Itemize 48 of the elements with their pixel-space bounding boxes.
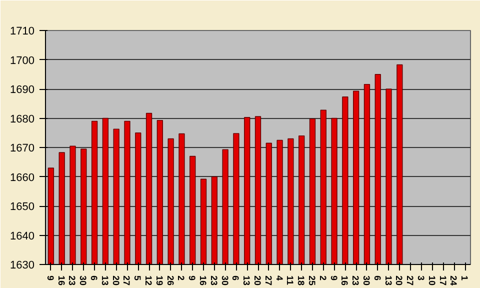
x-tick-label: 16 bbox=[198, 276, 208, 286]
x-tick-label: 20 bbox=[252, 276, 262, 286]
x-tick-label: 24 bbox=[448, 276, 459, 286]
x-tick-label: 4 bbox=[274, 276, 284, 281]
x-tick-label: 20 bbox=[110, 276, 121, 286]
x-tick-label: 10 bbox=[426, 276, 437, 286]
y-tick-label: 1710 bbox=[10, 26, 35, 38]
x-tick-label: 6 bbox=[230, 276, 241, 281]
x-tick-label: 13 bbox=[383, 276, 394, 286]
x-tick-label: 23 bbox=[350, 276, 361, 286]
x-tick-label: 9 bbox=[45, 276, 56, 281]
x-tick-label: 25 bbox=[306, 276, 317, 286]
x-tick-label: 27 bbox=[263, 276, 274, 286]
x-tick-label: 5 bbox=[132, 276, 143, 281]
y-tick-label: 1630 bbox=[10, 260, 35, 272]
y-tick-label: 1670 bbox=[10, 142, 35, 154]
x-tick-label: 30 bbox=[220, 276, 230, 286]
x-tick-label: 23 bbox=[208, 276, 219, 286]
y-tick-label: 1660 bbox=[10, 172, 35, 184]
y-tick-label: 1680 bbox=[10, 113, 35, 126]
x-tick-label: 16 bbox=[340, 276, 350, 286]
x-tick-label: 27 bbox=[122, 276, 132, 286]
y-tick-label: 1690 bbox=[10, 84, 35, 96]
x-tick-label: 2 bbox=[318, 276, 328, 281]
x-tick-label: 30 bbox=[78, 276, 88, 286]
x-tick-label: 27 bbox=[405, 276, 416, 286]
x-tick-label: 2 bbox=[176, 276, 186, 281]
y-tick-label: 1700 bbox=[10, 54, 35, 67]
x-tick-label: 1 bbox=[460, 276, 470, 281]
x-tick-label: 19 bbox=[154, 276, 164, 286]
x-tick-label: 17 bbox=[438, 276, 448, 286]
y-tick-label: 1650 bbox=[10, 201, 35, 213]
x-tick-label: 18 bbox=[296, 276, 306, 286]
x-tick-label: 26 bbox=[165, 276, 176, 286]
x-tick-label: 9 bbox=[328, 276, 339, 281]
x-tick-label: 11 bbox=[285, 276, 296, 286]
x-tick-label: 6 bbox=[89, 276, 100, 281]
x-tick-label: 12 bbox=[144, 276, 154, 286]
x-tick-label: 30 bbox=[361, 276, 372, 286]
x-tick-label: 13 bbox=[242, 276, 252, 286]
x-tick-label: 3 bbox=[416, 276, 426, 281]
x-tick-label: 20 bbox=[394, 276, 404, 286]
x-tick-label: 6 bbox=[372, 276, 382, 281]
x-tick-label: 9 bbox=[187, 276, 198, 281]
x-tick-label: 16 bbox=[56, 276, 66, 286]
x-tick-label: 13 bbox=[100, 276, 110, 286]
x-tick-label: 23 bbox=[67, 276, 78, 286]
y-tick-label: 1640 bbox=[10, 230, 35, 242]
